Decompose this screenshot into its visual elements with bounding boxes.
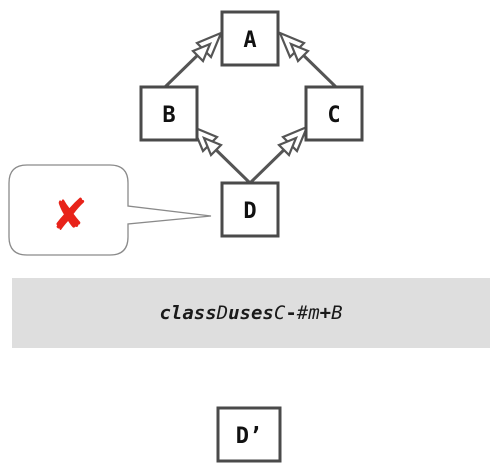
arrowhead-c-to-a (277, 30, 310, 63)
arrowhead-d-to-c (277, 124, 310, 157)
node-a-label: A (243, 28, 256, 53)
method-name: #m (296, 302, 320, 324)
operator-minus: - (285, 302, 297, 324)
node-c-label: C (327, 103, 340, 128)
node-d-prime-label: D’ (236, 424, 263, 449)
class-name-d: D (216, 302, 229, 324)
node-d-prime: D’ (216, 406, 282, 463)
arrowhead-b-to-a (191, 30, 224, 63)
keyword-uses: uses (228, 302, 274, 324)
node-c: C (304, 85, 364, 142)
node-d: D (220, 181, 280, 238)
node-a: A (220, 10, 280, 67)
node-b-label: B (162, 103, 175, 128)
node-b: B (139, 85, 199, 142)
operator-plus: + (319, 302, 332, 324)
cross-mark-icon: ✘ (51, 190, 88, 241)
class-name-c: C (273, 302, 286, 324)
class-name-b: B (331, 302, 343, 324)
callout-bubble (8, 164, 212, 256)
node-d-label: D (243, 199, 256, 224)
code-statement: class D uses C - #m + B (12, 278, 490, 348)
keyword-class: class (159, 302, 217, 324)
